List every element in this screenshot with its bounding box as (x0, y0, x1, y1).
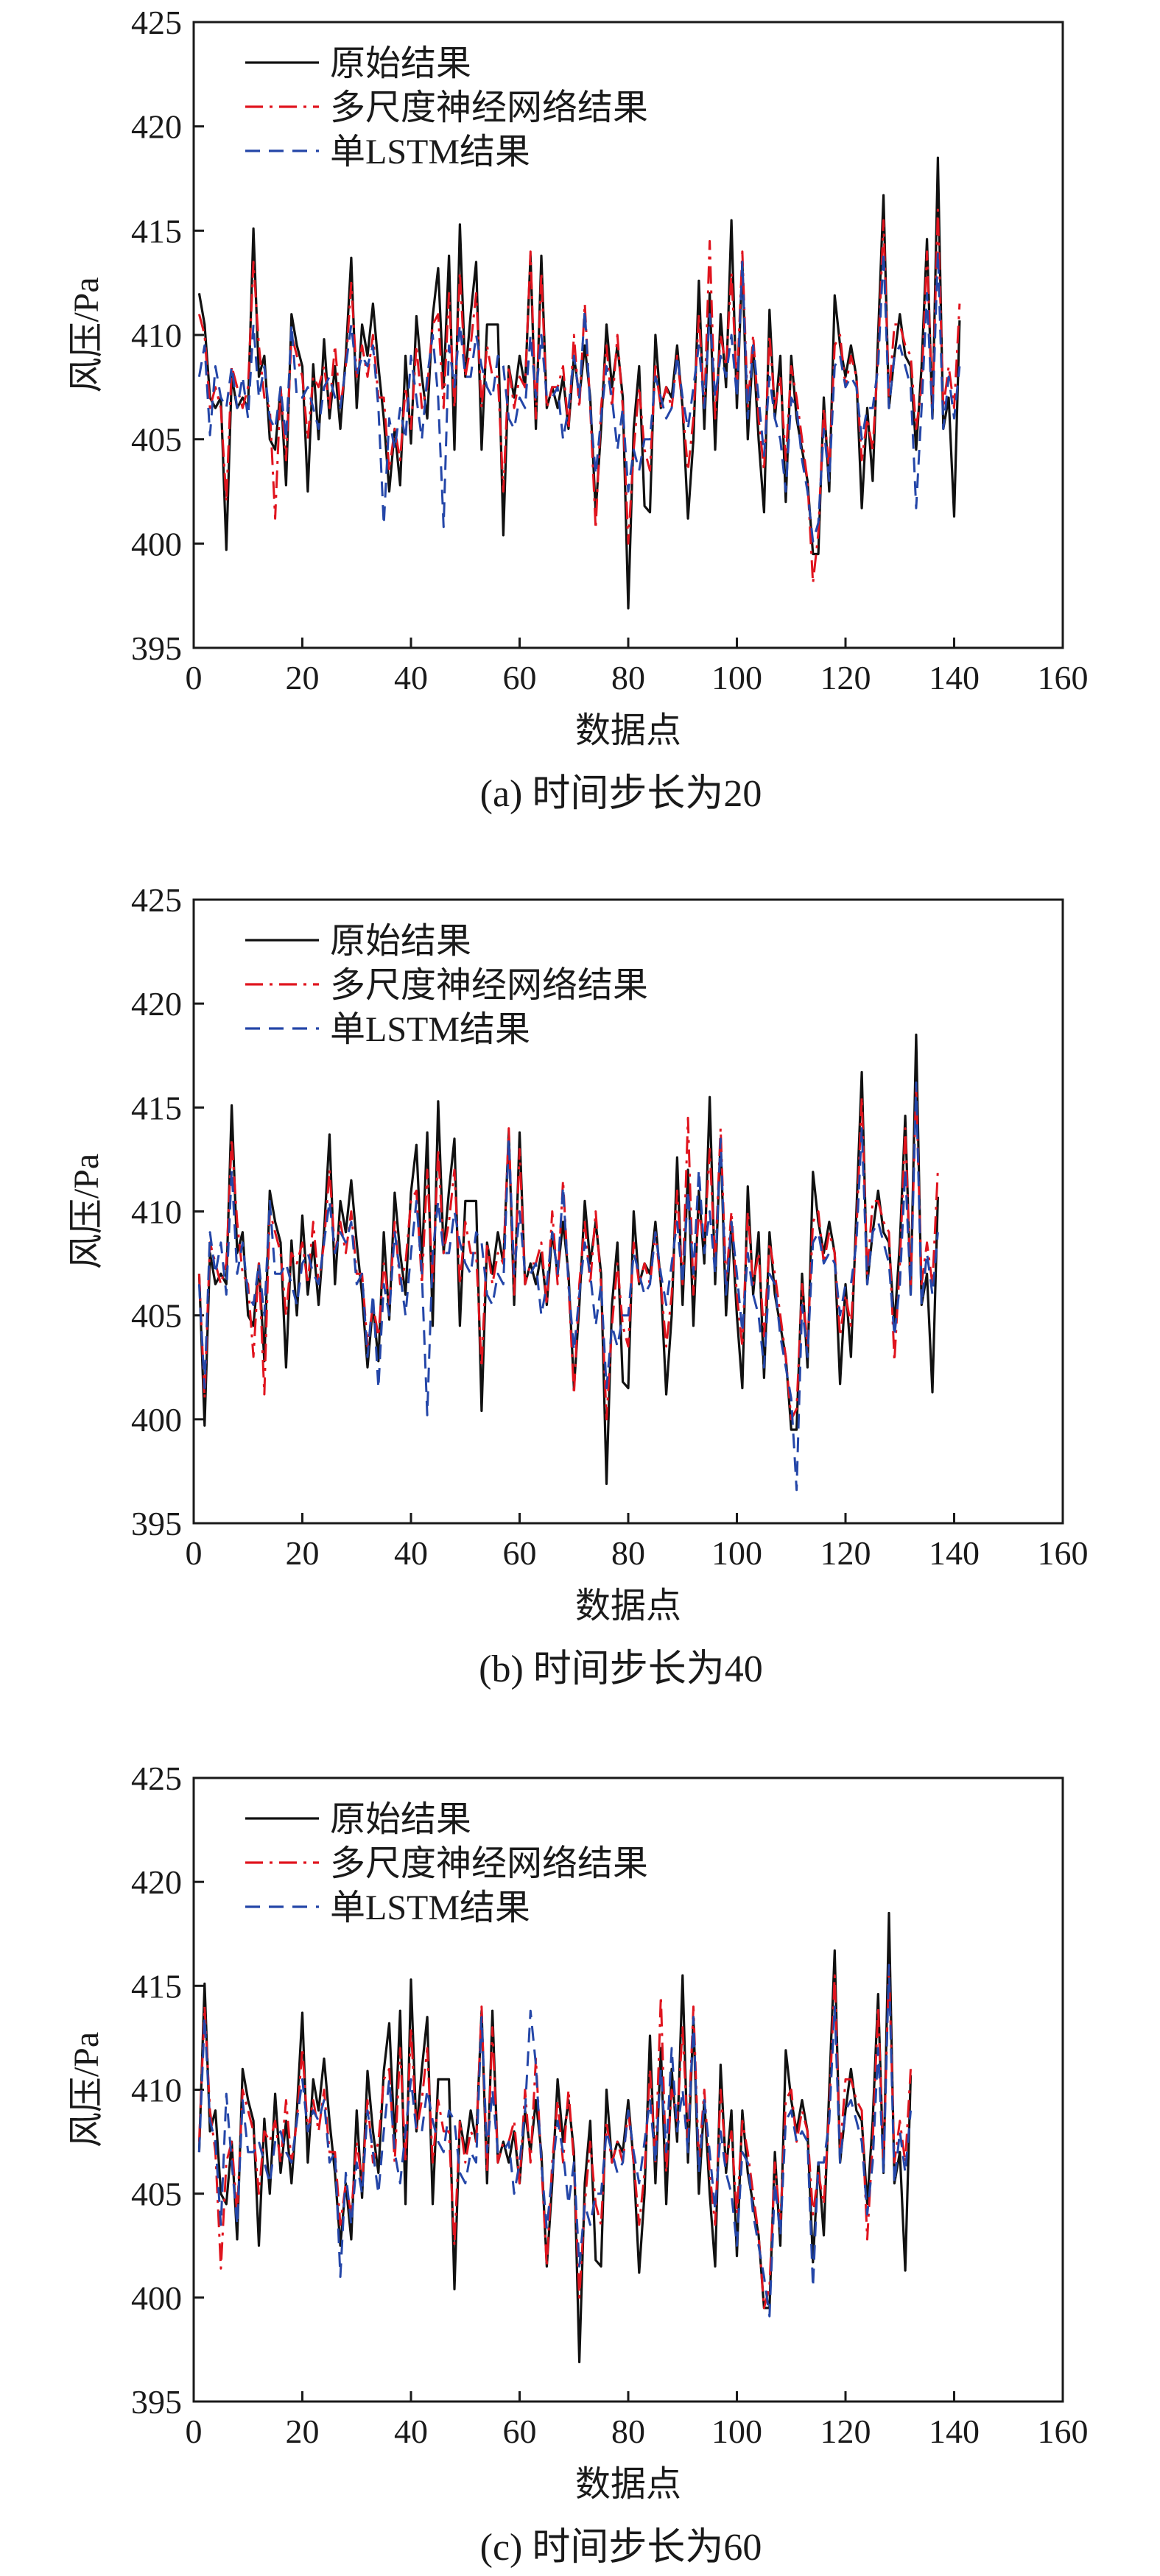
legend-label-original: 原始结果 (330, 922, 471, 961)
y-tick-label: 405 (131, 421, 182, 459)
x-tick-label: 40 (394, 2413, 428, 2450)
x-tick-label: 120 (820, 2413, 871, 2450)
series-line-lstm (197, 250, 961, 543)
series-line-lstm (197, 1963, 912, 2318)
legend-label-multiscale: 多尺度神经网络结果 (330, 88, 648, 127)
panel-caption: (c) 时间步长为60 (480, 2527, 762, 2569)
y-tick-label: 420 (131, 1863, 182, 1901)
series-line-multiscale (197, 1085, 939, 1421)
x-tick-label: 80 (611, 2413, 645, 2450)
y-tick-label: 410 (131, 2072, 182, 2109)
x-tick-label: 40 (394, 659, 428, 696)
x-tick-label: 160 (1038, 1534, 1089, 1572)
x-tick-label: 60 (503, 659, 537, 696)
x-tick-label: 20 (286, 2413, 320, 2450)
x-tick-label: 60 (503, 2413, 537, 2450)
panel-caption: (b) 时间步长为40 (479, 1648, 763, 1690)
y-tick-label: 425 (131, 1760, 182, 1797)
y-tick-label: 395 (131, 629, 182, 667)
x-tick-label: 100 (711, 1534, 762, 1572)
x-tick-label: 80 (611, 659, 645, 696)
x-tick-label: 20 (286, 1534, 320, 1572)
y-tick-label: 405 (131, 1297, 182, 1335)
y-tick-label: 400 (131, 1401, 182, 1439)
chart-panel-3: 0 20 40 60 80 100 120 140 160 395 400 405 410 415 420 4… (67, 1760, 1089, 2569)
panel-caption: (a) 时间步长为20 (480, 773, 762, 815)
x-tick-label: 100 (711, 659, 762, 696)
legend-label-multiscale: 多尺度神经网络结果 (330, 966, 648, 1005)
y-tick-label: 400 (131, 2279, 182, 2317)
y-tick-label: 400 (131, 525, 182, 562)
x-tick-label: 0 (186, 659, 203, 696)
x-tick-label: 120 (820, 659, 871, 696)
legend-label-original: 原始结果 (330, 44, 471, 83)
y-axis-title: 风压/Pa (67, 277, 106, 392)
series-line-lstm (197, 1081, 939, 1492)
x-tick-label: 40 (394, 1534, 428, 1572)
y-tick-label: 415 (131, 1089, 182, 1126)
legend-label-multiscale: 多尺度神经网络结果 (330, 1844, 648, 1883)
x-tick-label: 0 (186, 2413, 203, 2450)
y-tick-label: 395 (131, 1505, 182, 1542)
x-tick-label: 0 (186, 1534, 203, 1572)
x-tick-label: 160 (1038, 2413, 1089, 2450)
chart-panel-1: 0 20 40 60 80 100 120 140 160 395 400 405 410 415 420 4… (67, 4, 1089, 815)
legend-label-original: 原始结果 (330, 1800, 471, 1839)
x-axis-title: 数据点 (575, 711, 681, 750)
x-tick-label: 120 (820, 1534, 871, 1572)
legend-label-lstm: 单LSTM结果 (330, 1888, 530, 1927)
x-tick-label: 60 (503, 1534, 537, 1572)
y-tick-label: 415 (131, 212, 182, 250)
x-tick-label: 100 (711, 2413, 762, 2450)
y-tick-label: 425 (131, 4, 182, 41)
y-tick-label: 415 (131, 1967, 182, 2005)
series-line-multiscale (197, 1963, 912, 2309)
x-axis-title: 数据点 (575, 1587, 681, 1626)
x-tick-label: 140 (929, 2413, 980, 2450)
x-tick-label: 140 (929, 1534, 980, 1572)
legend-label-lstm: 单LSTM结果 (330, 133, 530, 172)
x-axis-title: 数据点 (575, 2465, 681, 2504)
series-line-original (197, 1911, 913, 2363)
y-tick-label: 420 (131, 985, 182, 1023)
y-tick-label: 425 (131, 881, 182, 919)
x-tick-label: 160 (1038, 659, 1089, 696)
y-tick-label: 410 (131, 1193, 182, 1231)
x-tick-label: 20 (286, 659, 320, 696)
y-axis-title: 风压/Pa (67, 2032, 106, 2148)
x-tick-label: 80 (611, 1534, 645, 1572)
chart-panel-2: 0 20 40 60 80 100 120 140 160 395 400 405 410 415 420 4… (67, 881, 1089, 1690)
y-tick-label: 395 (131, 2383, 182, 2421)
legend-label-lstm: 单LSTM结果 (330, 1010, 530, 1049)
y-tick-label: 405 (131, 2176, 182, 2213)
y-tick-label: 410 (131, 317, 182, 354)
y-tick-label: 420 (131, 108, 182, 146)
y-axis-title: 风压/Pa (67, 1154, 106, 1269)
x-tick-label: 140 (929, 659, 980, 696)
